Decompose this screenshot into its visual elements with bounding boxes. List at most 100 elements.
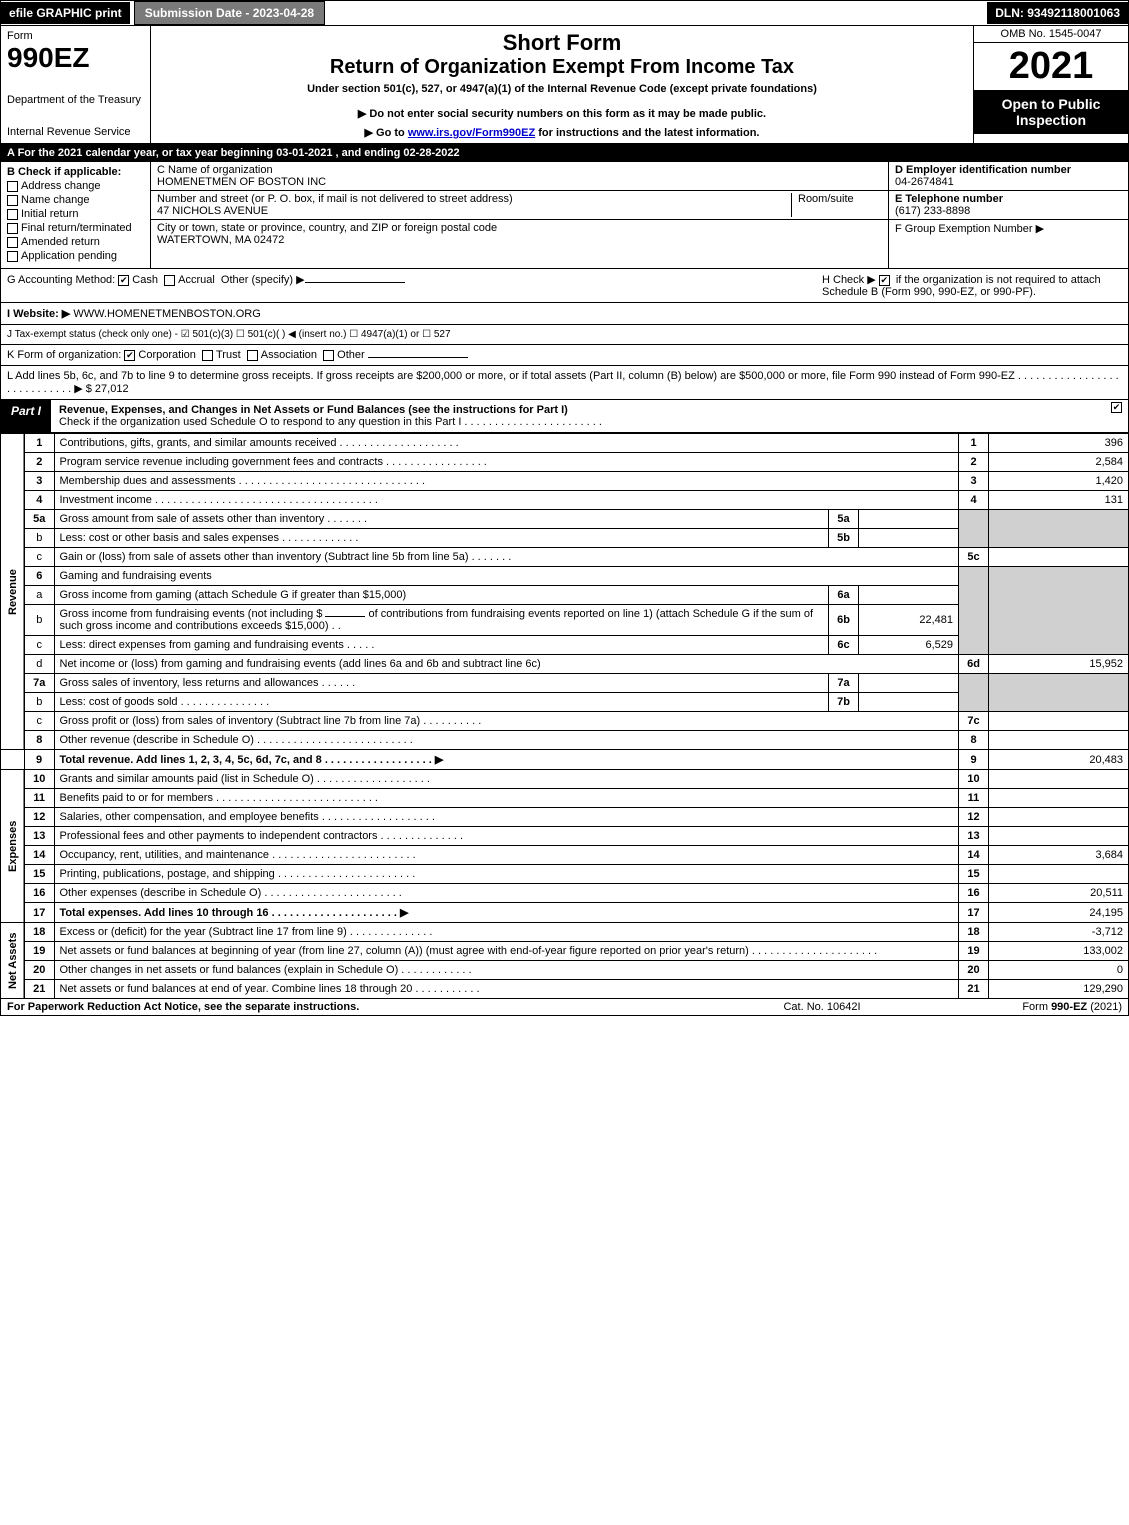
line-17: 17 Total expenses. Add lines 10 through … xyxy=(1,903,1129,923)
part-1-title: Revenue, Expenses, and Changes in Net As… xyxy=(51,400,1108,432)
col-c: C Name of organization HOMENETMEN OF BOS… xyxy=(151,162,888,268)
d-ein-row: D Employer identification number 04-2674… xyxy=(889,162,1128,191)
part-1-header: Part I Revenue, Expenses, and Changes in… xyxy=(0,400,1129,433)
line-14: 14 Occupancy, rent, utilities, and maint… xyxy=(1,846,1129,865)
goto-pre: ▶ Go to xyxy=(365,127,408,139)
c-name-val: HOMENETMEN OF BOSTON INC xyxy=(157,176,882,188)
form-word: Form xyxy=(7,30,144,42)
donot-enter: ▶ Do not enter social security numbers o… xyxy=(157,107,967,120)
chk-amended-return[interactable]: Amended return xyxy=(7,236,144,248)
part-1-title-main: Revenue, Expenses, and Changes in Net As… xyxy=(59,404,568,416)
row-a-tax-year: A For the 2021 calendar year, or tax yea… xyxy=(0,144,1129,162)
line-4: 4 Investment income . . . . . . . . . . … xyxy=(1,491,1129,510)
c-street-val: 47 NICHOLS AVENUE xyxy=(157,205,785,217)
c-street-row: Number and street (or P. O. box, if mail… xyxy=(151,191,888,220)
row-l-gross-receipts: L Add lines 5b, 6c, and 7b to line 9 to … xyxy=(0,366,1129,400)
c-name-label: C Name of organization xyxy=(157,164,882,176)
line-21: 21 Net assets or fund balances at end of… xyxy=(1,980,1129,999)
open-to-public: Open to Public Inspection xyxy=(974,90,1128,134)
tax-year: 2021 xyxy=(974,43,1128,90)
footer-row: For Paperwork Reduction Act Notice, see … xyxy=(0,999,1129,1016)
line-13: 13 Professional fees and other payments … xyxy=(1,827,1129,846)
part-1-label: Part I xyxy=(1,400,51,432)
efile-label[interactable]: efile GRAPHIC print xyxy=(1,2,130,24)
c-street-label: Number and street (or P. O. box, if mail… xyxy=(157,193,785,205)
row-g-h: G Accounting Method: Cash Accrual Other … xyxy=(0,269,1129,303)
line-18: Net Assets 18 Excess or (deficit) for th… xyxy=(1,923,1129,942)
return-title: Return of Organization Exempt From Incom… xyxy=(157,56,967,79)
top-bar: efile GRAPHIC print Submission Date - 20… xyxy=(0,0,1129,26)
lines-table: Revenue 1 Contributions, gifts, grants, … xyxy=(0,433,1129,999)
chk-application-pending[interactable]: Application pending xyxy=(7,250,144,262)
b-header: B Check if applicable: xyxy=(7,166,144,178)
f-group-label: F Group Exemption Number ▶ xyxy=(895,222,1122,235)
line-9: 9 Total revenue. Add lines 1, 2, 3, 4, 5… xyxy=(1,750,1129,770)
dln-label: DLN: 93492118001063 xyxy=(987,2,1128,24)
chk-accrual[interactable] xyxy=(164,275,175,286)
chk-address-change[interactable]: Address change xyxy=(7,180,144,192)
other-org-blank[interactable] xyxy=(368,357,468,358)
revenue-side-label: Revenue xyxy=(1,434,25,750)
e-tel-row: E Telephone number (617) 233-8898 xyxy=(889,191,1128,220)
i-label: I Website: ▶ xyxy=(7,308,70,320)
row-k-org-form: K Form of organization: Corporation Trus… xyxy=(0,345,1129,366)
part-1-subtitle: Check if the organization used Schedule … xyxy=(59,416,602,428)
netassets-side-label: Net Assets xyxy=(1,923,25,999)
line-20: 20 Other changes in net assets or fund b… xyxy=(1,961,1129,980)
chk-corp[interactable] xyxy=(124,350,135,361)
line-12: 12 Salaries, other compensation, and emp… xyxy=(1,808,1129,827)
e-tel-val: (617) 233-8898 xyxy=(895,205,1122,217)
row-i-website: I Website: ▶ WWW.HOMENETMENBOSTON.ORG xyxy=(0,303,1129,325)
g-accounting: G Accounting Method: Cash Accrual Other … xyxy=(7,273,822,298)
c-city-val: WATERTOWN, MA 02472 xyxy=(157,234,882,246)
line-7a: 7a Gross sales of inventory, less return… xyxy=(1,674,1129,693)
chk-initial-return[interactable]: Initial return xyxy=(7,208,144,220)
line-2: 2 Program service revenue including gove… xyxy=(1,453,1129,472)
line-8: 8 Other revenue (describe in Schedule O)… xyxy=(1,731,1129,750)
dept-treasury: Department of the Treasury xyxy=(7,94,144,106)
line-11: 11 Benefits paid to or for members . . .… xyxy=(1,789,1129,808)
line-6d: d Net income or (loss) from gaming and f… xyxy=(1,655,1129,674)
line-6: 6 Gaming and fundraising events xyxy=(1,567,1129,586)
line-7c: c Gross profit or (loss) from sales of i… xyxy=(1,712,1129,731)
line-10: Expenses 10 Grants and similar amounts p… xyxy=(1,770,1129,789)
dept-irs: Internal Revenue Service xyxy=(7,126,144,138)
c-room-label: Room/suite xyxy=(798,193,882,205)
line-3: 3 Membership dues and assessments . . . … xyxy=(1,472,1129,491)
chk-cash[interactable] xyxy=(118,275,129,286)
chk-name-change[interactable]: Name change xyxy=(7,194,144,206)
form-number: 990EZ xyxy=(7,42,144,74)
g-label: G Accounting Method: xyxy=(7,274,118,286)
form-header: Form 990EZ Department of the Treasury In… xyxy=(0,26,1129,144)
col-b: B Check if applicable: Address change Na… xyxy=(1,162,151,268)
line-16: 16 Other expenses (describe in Schedule … xyxy=(1,884,1129,903)
row-j-tax-exempt: J Tax-exempt status (check only one) - ☑… xyxy=(0,325,1129,345)
goto-line: ▶ Go to www.irs.gov/Form990EZ for instru… xyxy=(157,126,967,139)
line-15: 15 Printing, publications, postage, and … xyxy=(1,865,1129,884)
k-label: K Form of organization: xyxy=(7,349,124,361)
line-5a: 5a Gross amount from sale of assets othe… xyxy=(1,510,1129,529)
f-group-row: F Group Exemption Number ▶ xyxy=(889,220,1128,237)
line-5c: c Gain or (loss) from sale of assets oth… xyxy=(1,548,1129,567)
i-val: WWW.HOMENETMENBOSTON.ORG xyxy=(73,308,260,320)
chk-trust[interactable] xyxy=(202,350,213,361)
other-specify-blank[interactable] xyxy=(305,282,405,283)
footer-left: For Paperwork Reduction Act Notice, see … xyxy=(7,1001,722,1013)
chk-final-return[interactable]: Final return/terminated xyxy=(7,222,144,234)
chk-assoc[interactable] xyxy=(247,350,258,361)
footer-form: Form 990-EZ (2021) xyxy=(922,1001,1122,1013)
c-city-label: City or town, state or province, country… xyxy=(157,222,882,234)
chk-other-org[interactable] xyxy=(323,350,334,361)
header-center: Short Form Return of Organization Exempt… xyxy=(151,26,973,143)
under-section: Under section 501(c), 527, or 4947(a)(1)… xyxy=(157,83,967,95)
goto-post: for instructions and the latest informat… xyxy=(535,127,759,139)
col-d: D Employer identification number 04-2674… xyxy=(888,162,1128,268)
h-label: H Check ▶ xyxy=(822,274,879,286)
omb-number: OMB No. 1545-0047 xyxy=(974,26,1128,43)
chk-h[interactable] xyxy=(879,275,890,286)
line-19: 19 Net assets or fund balances at beginn… xyxy=(1,942,1129,961)
line-1: Revenue 1 Contributions, gifts, grants, … xyxy=(1,434,1129,453)
part-1-chk[interactable] xyxy=(1108,400,1128,432)
goto-link[interactable]: www.irs.gov/Form990EZ xyxy=(408,127,535,139)
h-check: H Check ▶ if the organization is not req… xyxy=(822,273,1122,298)
